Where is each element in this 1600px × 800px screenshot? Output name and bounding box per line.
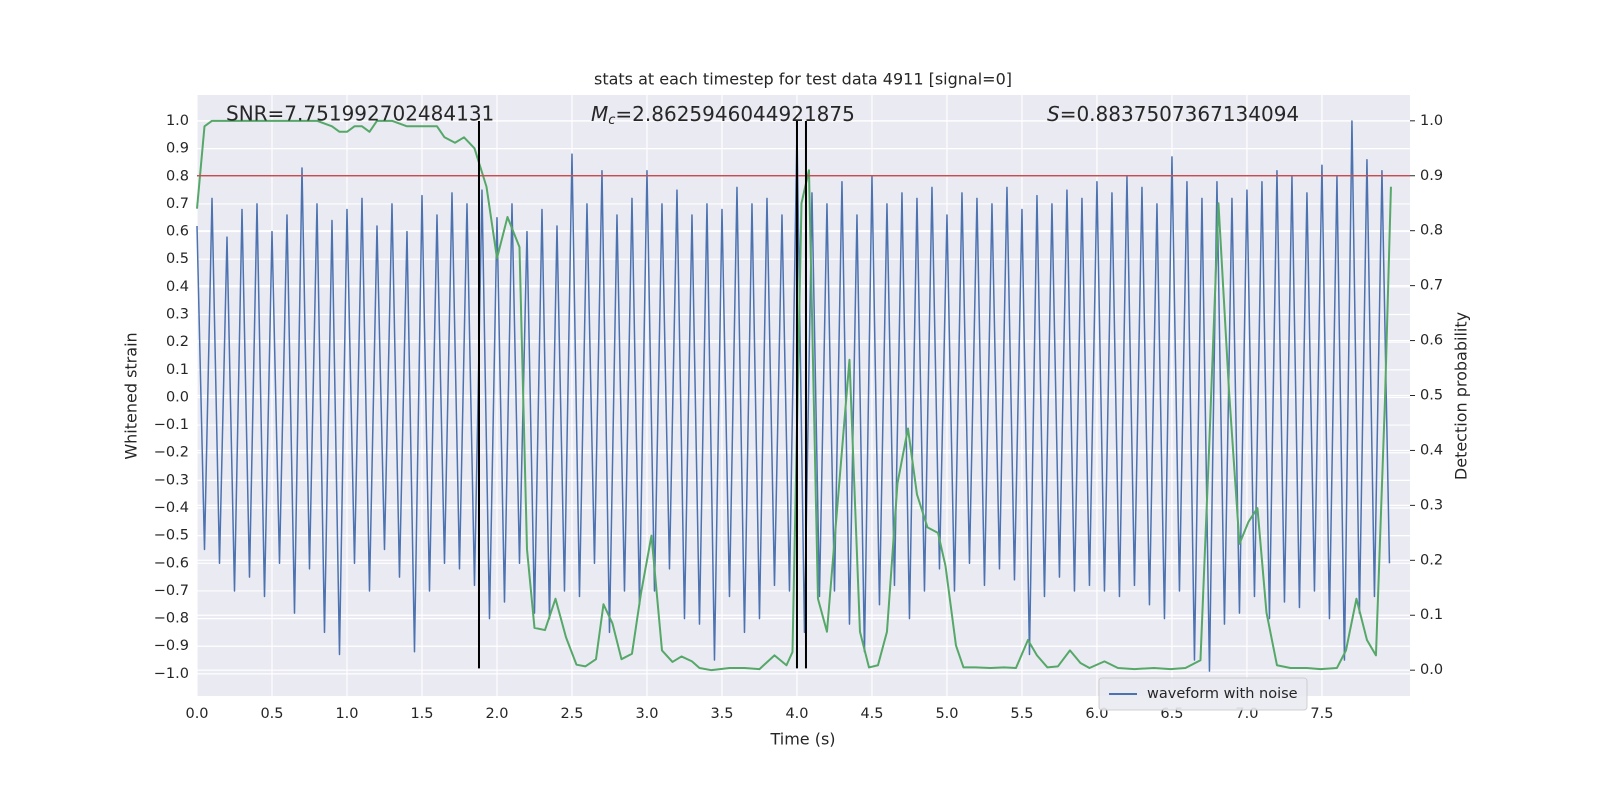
mc-subscript: c (608, 113, 615, 128)
x-tick-label: 5.0 (935, 706, 958, 722)
x-tick-label: 4.0 (785, 706, 808, 722)
y2-tick-label: 0.1 (1420, 607, 1443, 623)
x-tick-label: 4.5 (860, 706, 883, 722)
y-tick-label: −0.7 (154, 583, 189, 599)
x-axis-label: Time (s) (769, 730, 835, 749)
y-tick-label: −0.4 (154, 500, 189, 516)
x-tick-label: 2.5 (560, 706, 583, 722)
y-tick-label: −0.9 (154, 638, 189, 654)
y-tick-label: −0.2 (154, 445, 189, 461)
y-tick-label: −0.3 (154, 472, 189, 488)
y-tick-label: −1.0 (154, 666, 189, 682)
y2-axis-label: Detection probability (1452, 312, 1471, 480)
y-tick-label: 0.6 (166, 224, 189, 240)
y-tick-label: 0.0 (166, 389, 189, 405)
y2-tick-label: 0.8 (1420, 223, 1443, 239)
s-value: =0.8837507367134094 (1060, 102, 1299, 126)
y2-tick-label: 0.2 (1420, 552, 1443, 568)
y-tick-label: 1.0 (166, 113, 189, 129)
y-tick-label: 0.4 (166, 279, 189, 295)
x-tick-label: 7.5 (1310, 706, 1333, 722)
y-axis-label: Whitened strain (122, 332, 141, 459)
y2-tick-label: 0.5 (1420, 388, 1443, 404)
y-tick-label: 0.1 (166, 362, 189, 378)
x-tick-label: 3.5 (710, 706, 733, 722)
x-tick-label: 0.5 (260, 706, 283, 722)
chart-title: stats at each timestep for test data 491… (594, 70, 1012, 89)
x-tick-label: 2.0 (485, 706, 508, 722)
y-tick-label: 0.3 (166, 307, 189, 323)
x-tick-label: 0.0 (185, 706, 208, 722)
mc-symbol: M (591, 102, 608, 126)
y2-tick-label: 0.6 (1420, 333, 1443, 349)
y-tick-label: 0.5 (166, 251, 189, 267)
marks (196, 119, 1410, 672)
y2-tick-label: 0.7 (1420, 278, 1443, 294)
y2-tick-label: 1.0 (1420, 113, 1443, 129)
s-symbol: S (1047, 102, 1060, 126)
x-tick-label: 1.0 (335, 706, 358, 722)
legend-box (1098, 677, 1308, 711)
mc-annotation: Mc=2.8625946044921875 (591, 102, 855, 128)
y2-tick-label: 0.9 (1420, 168, 1443, 184)
y-tick-label: 0.8 (166, 168, 189, 184)
y-tick-label: 0.2 (166, 334, 189, 350)
y-tick-label: 0.7 (166, 196, 189, 212)
s-annotation: S=0.8837507367134094 (1047, 102, 1299, 126)
x-tick-label: 3.0 (635, 706, 658, 722)
probability-line (196, 119, 1392, 672)
y-tick-label: −0.1 (154, 417, 189, 433)
legend-label: waveform with noise (1147, 686, 1298, 702)
x-tick-label: 1.5 (410, 706, 433, 722)
y2-tick-label: 0.3 (1420, 497, 1443, 513)
y-tick-label: −0.5 (154, 528, 189, 544)
snr-annotation: SNR=7.751992702484131 (226, 102, 494, 126)
mc-value: =2.8625946044921875 (615, 102, 854, 126)
waveform-line (196, 120, 1391, 672)
legend: waveform with noise (1098, 677, 1308, 711)
labels: 0.0 0.5 1.0 1.5 2.0 2.5 3.0 3.5 4.0 4.5 5.0 5.5 6.0 6… (154, 113, 1443, 722)
y-tick-label: −0.6 (154, 555, 189, 571)
x-tick-label: 5.5 (1010, 706, 1033, 722)
y-tick-label: 0.9 (166, 141, 189, 157)
y-tick-label: −0.8 (154, 611, 189, 627)
y2-tick-label: 0.0 (1420, 662, 1443, 678)
y2-tick-label: 0.4 (1420, 442, 1443, 458)
